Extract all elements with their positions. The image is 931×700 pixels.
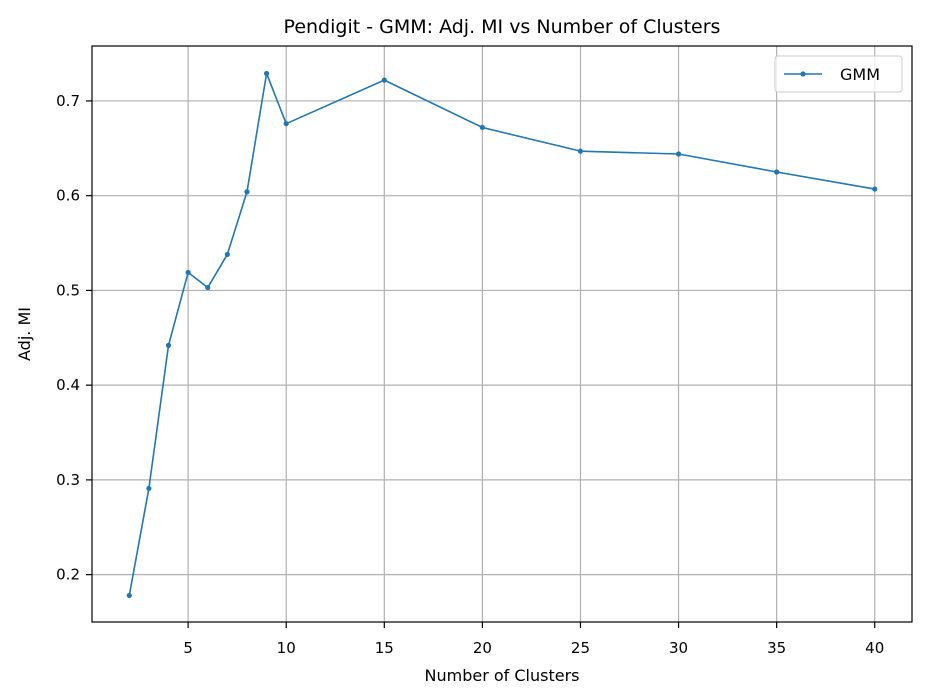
y-tick-label: 0.7 xyxy=(56,92,80,110)
data-point xyxy=(126,592,132,599)
data-point xyxy=(675,151,682,157)
data-point xyxy=(205,284,211,291)
data-point xyxy=(244,189,250,195)
legend: GMM xyxy=(774,55,903,93)
y-tick-label: 0.6 xyxy=(56,187,80,205)
data-point xyxy=(263,70,270,77)
plot-area xyxy=(126,70,878,599)
x-tick-label: 35 xyxy=(767,639,786,657)
grid xyxy=(92,46,912,622)
x-axis-label: Number of Clusters xyxy=(425,666,580,685)
x-tick-label: 30 xyxy=(669,639,688,657)
series-line-gmm xyxy=(128,72,875,596)
data-point xyxy=(774,169,780,175)
x-tick-label: 5 xyxy=(183,639,193,657)
data-point xyxy=(146,485,152,492)
axes-frame xyxy=(91,45,913,623)
x-tick-label: 40 xyxy=(865,639,884,657)
data-point xyxy=(381,77,387,83)
data-point xyxy=(479,124,485,131)
chart-title: Pendigit - GMM: Adj. MI vs Number of Clu… xyxy=(284,16,721,38)
data-point xyxy=(224,251,230,258)
y-tick-label: 0.3 xyxy=(56,471,80,489)
legend-swatch-marker xyxy=(800,71,806,77)
x-tick-label: 15 xyxy=(375,639,394,657)
data-point xyxy=(577,148,584,154)
y-tick-label: 0.5 xyxy=(56,281,80,299)
x-tick-label: 25 xyxy=(571,639,590,657)
data-point xyxy=(185,269,191,276)
ticks: 5 10 15 20 25 30 35 40 0.2 0.3 0.4 0.5 0.6 0.7 xyxy=(56,92,884,657)
data-point xyxy=(283,121,289,127)
y-tick-label: 0.4 xyxy=(56,376,80,394)
data-point xyxy=(872,186,878,192)
x-tick-label: 10 xyxy=(277,639,296,657)
data-point xyxy=(165,342,172,348)
legend-label: GMM xyxy=(840,65,880,84)
y-tick-label: 0.2 xyxy=(56,566,80,584)
x-tick-label: 20 xyxy=(473,639,492,657)
legend-box xyxy=(774,55,903,93)
y-axis-label: Adj. MI xyxy=(15,307,34,361)
